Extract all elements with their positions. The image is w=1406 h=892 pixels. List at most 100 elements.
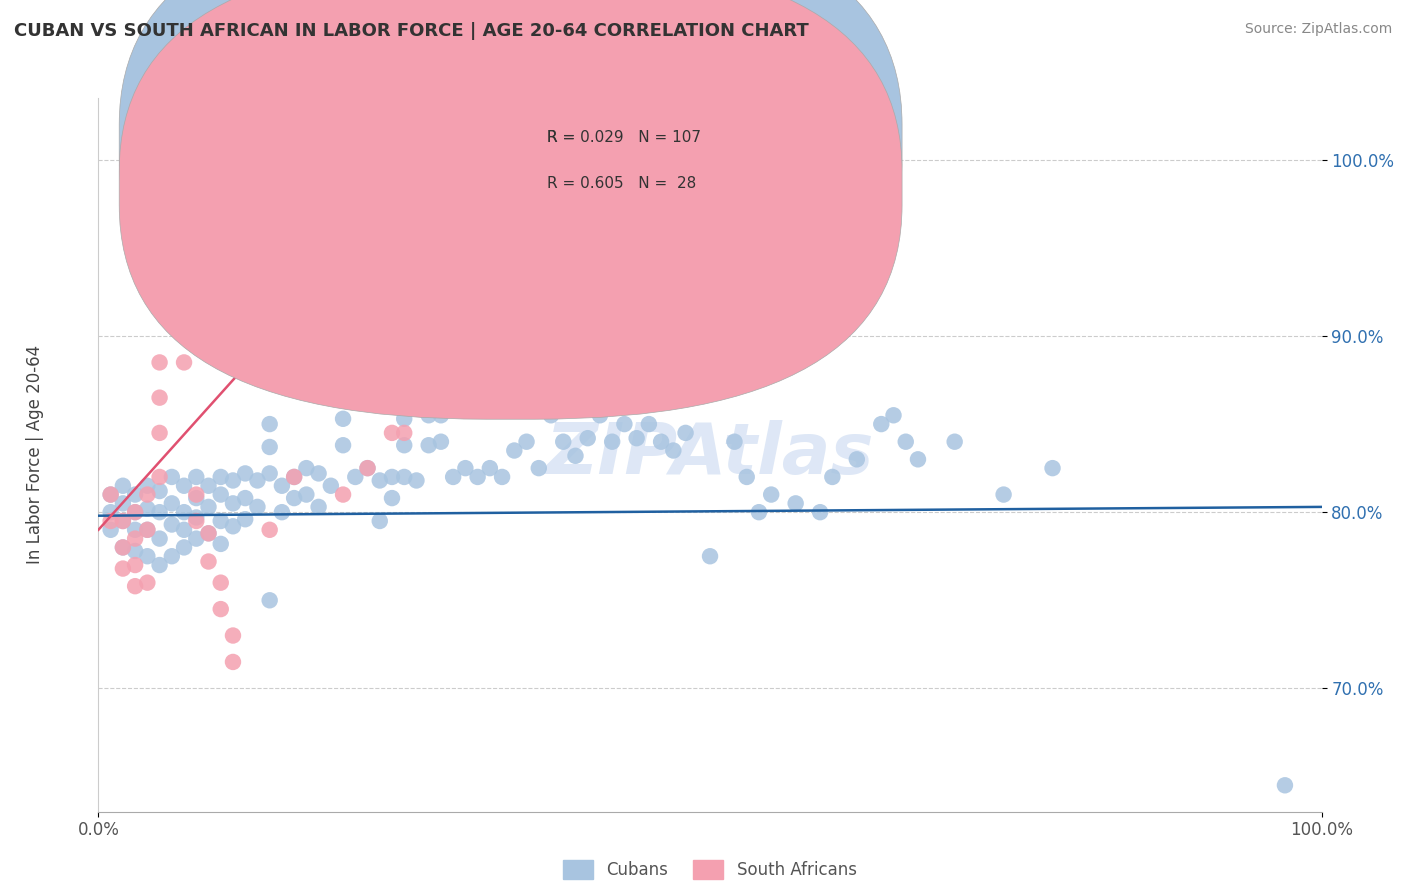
Point: [173, 541, 195, 555]
Point: [222, 628, 245, 642]
Point: [136, 501, 159, 516]
Point: [392, 412, 416, 426]
Point: [197, 526, 219, 541]
Point: [149, 483, 172, 498]
Point: [209, 602, 232, 616]
Text: In Labor Force | Age 20-64: In Labor Force | Age 20-64: [27, 345, 44, 565]
Point: [564, 449, 586, 463]
Point: [160, 259, 183, 273]
Point: [246, 474, 269, 488]
Point: [233, 467, 256, 481]
Point: [136, 575, 159, 590]
Point: [186, 510, 208, 524]
Point: [111, 561, 134, 575]
Point: [111, 514, 134, 528]
Point: [173, 355, 195, 369]
Point: [675, 425, 697, 440]
Point: [356, 461, 378, 475]
Point: [392, 425, 416, 440]
Point: [821, 470, 844, 484]
Point: [405, 474, 427, 488]
Point: [626, 431, 648, 445]
Point: [186, 514, 208, 528]
Point: [283, 470, 305, 484]
Point: [295, 487, 318, 501]
Point: [197, 500, 219, 514]
Point: [381, 470, 404, 484]
Point: [637, 417, 661, 431]
Point: [173, 523, 195, 537]
Point: [356, 461, 378, 475]
Point: [418, 438, 440, 452]
Text: R = 0.605   N =  28: R = 0.605 N = 28: [547, 177, 696, 191]
Point: [259, 523, 281, 537]
Point: [270, 505, 294, 519]
Point: [613, 417, 636, 431]
Point: [233, 512, 256, 526]
Point: [149, 355, 172, 369]
Point: [136, 523, 159, 537]
Point: [368, 514, 391, 528]
Point: [173, 311, 195, 326]
Point: [124, 487, 146, 501]
Point: [100, 505, 122, 519]
Point: [259, 417, 281, 431]
Point: [197, 555, 219, 569]
Point: [186, 532, 208, 546]
Point: [209, 487, 232, 501]
Point: [907, 452, 929, 467]
Point: [478, 461, 501, 475]
Point: [222, 496, 245, 510]
Point: [124, 505, 146, 519]
Point: [136, 479, 159, 493]
Point: [173, 479, 195, 493]
Point: [160, 496, 183, 510]
Point: [381, 491, 404, 505]
Point: [186, 487, 208, 501]
Point: [100, 514, 122, 528]
Point: [259, 467, 281, 481]
Point: [295, 461, 318, 475]
Point: [319, 479, 342, 493]
Point: [149, 425, 172, 440]
Point: [111, 496, 134, 510]
Point: [111, 479, 134, 493]
Point: [600, 434, 623, 449]
Point: [186, 491, 208, 505]
Point: [418, 409, 440, 423]
Point: [259, 593, 281, 607]
Point: [173, 505, 195, 519]
Point: [308, 467, 330, 481]
Text: CUBAN VS SOUTH AFRICAN IN LABOR FORCE | AGE 20-64 CORRELATION CHART: CUBAN VS SOUTH AFRICAN IN LABOR FORCE | …: [14, 22, 808, 40]
Point: [149, 470, 172, 484]
Point: [699, 549, 721, 564]
Point: [430, 409, 453, 423]
Point: [491, 470, 513, 484]
Point: [111, 541, 134, 555]
Point: [662, 443, 685, 458]
Point: [111, 541, 134, 555]
Point: [467, 470, 489, 484]
Point: [748, 505, 770, 519]
Legend: Cubans, South Africans: Cubans, South Africans: [557, 853, 863, 886]
Point: [332, 412, 354, 426]
Point: [111, 514, 134, 528]
Point: [894, 434, 917, 449]
Point: [650, 434, 672, 449]
FancyBboxPatch shape: [120, 0, 903, 419]
Text: R = 0.029   N = 107: R = 0.029 N = 107: [547, 130, 702, 145]
Point: [160, 470, 183, 484]
Point: [441, 470, 464, 484]
Point: [515, 434, 537, 449]
FancyBboxPatch shape: [471, 112, 814, 234]
Point: [136, 523, 159, 537]
Point: [540, 409, 562, 423]
Point: [136, 487, 159, 501]
Point: [392, 438, 416, 452]
Point: [209, 537, 232, 551]
Point: [222, 519, 245, 533]
Point: [308, 500, 330, 514]
Point: [197, 526, 219, 541]
Point: [209, 470, 232, 484]
Point: [149, 505, 172, 519]
